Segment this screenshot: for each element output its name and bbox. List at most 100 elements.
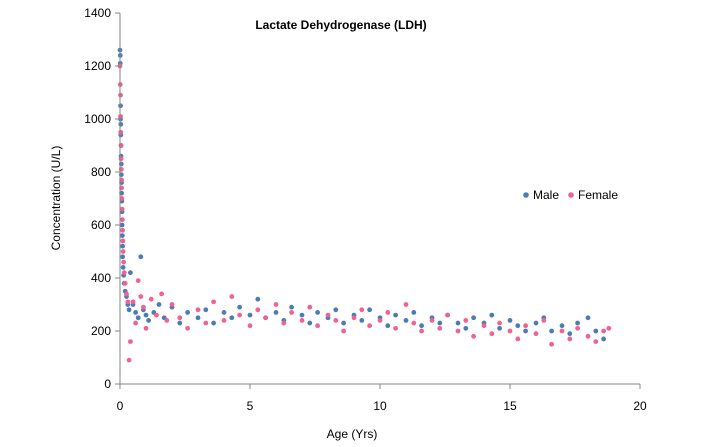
data-point-female (135, 278, 141, 284)
data-point-male (411, 310, 417, 315)
data-point-male (341, 320, 346, 326)
data-point-male (567, 331, 573, 337)
data-point-male (237, 304, 243, 310)
data-point-male (229, 315, 235, 321)
data-point-female (429, 318, 435, 323)
data-point-female (273, 302, 279, 307)
data-point-female (385, 310, 391, 315)
y-tick-label: 1200 (84, 59, 111, 73)
data-point-female (120, 227, 125, 233)
data-point-male (156, 302, 162, 307)
data-point-female (299, 318, 305, 323)
data-point-male (549, 328, 554, 334)
y-tick-label: 400 (91, 271, 111, 285)
y-tick-label: 0 (104, 377, 111, 391)
data-point-female (567, 336, 573, 342)
data-point-male (185, 310, 191, 315)
x-tick-label: 10 (373, 399, 387, 413)
data-point-female (133, 320, 139, 326)
data-point-female (393, 325, 398, 331)
data-point-male (419, 323, 424, 329)
data-point-female (203, 320, 209, 326)
data-point-female (437, 325, 443, 331)
data-point-male (127, 270, 133, 276)
data-point-male (195, 315, 201, 321)
data-point-female (255, 307, 261, 313)
data-point-female (507, 328, 513, 334)
axes: 0 200 400 600 800 1000 1200 1400 0 5 10 15 20 (84, 6, 647, 413)
data-point-female (307, 304, 313, 310)
data-point-male (307, 320, 313, 326)
y-tick-label: 600 (91, 218, 111, 232)
y-tick-label: 1000 (84, 112, 111, 126)
data-point-female (125, 299, 131, 305)
data-point-female (315, 323, 320, 329)
data-point-female (148, 296, 154, 302)
plot-points (117, 47, 612, 363)
y-axis-title: Concentration (U/L) (49, 146, 63, 251)
data-point-female (585, 333, 591, 339)
data-point-female (177, 315, 183, 321)
x-tick-label: 15 (503, 399, 517, 413)
data-point-female (606, 325, 612, 331)
data-point-male (118, 103, 123, 109)
legend-label-male: Male (533, 188, 559, 202)
data-point-female (281, 320, 287, 326)
legend: Male Female (523, 188, 618, 202)
data-point-male (463, 325, 469, 331)
data-point-female (411, 320, 417, 326)
data-point-female (121, 259, 127, 265)
data-point-female (351, 315, 357, 321)
data-point-female (164, 318, 170, 323)
data-point-male (126, 307, 132, 313)
data-point-female (138, 294, 144, 299)
data-point-female (124, 291, 129, 297)
data-point-female (122, 280, 128, 286)
data-point-female (289, 310, 294, 315)
data-point-female (211, 299, 217, 305)
data-point-male (143, 312, 149, 318)
data-point-male (359, 318, 365, 323)
data-point-male (273, 310, 279, 315)
data-point-male (333, 307, 339, 313)
data-point-female (463, 318, 469, 323)
data-point-female (229, 294, 235, 299)
data-point-male (255, 296, 261, 302)
data-point-male (471, 315, 476, 321)
data-point-male (497, 325, 502, 331)
y-tick-label: 1400 (84, 6, 111, 20)
data-point-male (523, 328, 528, 334)
legend-marker-male (523, 192, 529, 198)
data-point-male (133, 310, 139, 315)
y-tick-label: 800 (91, 165, 111, 179)
data-point-male (118, 121, 124, 127)
data-point-female (118, 113, 123, 119)
data-point-female (471, 333, 476, 339)
data-point-female (118, 92, 123, 98)
y-tick-label: 200 (91, 324, 111, 338)
data-point-female (549, 341, 554, 347)
x-axis-title: Age (Yrs) (327, 427, 378, 441)
data-point-female (341, 328, 346, 334)
data-point-female (119, 196, 125, 201)
data-point-female (247, 323, 253, 329)
data-point-female (120, 238, 126, 244)
data-point-male (367, 307, 372, 313)
data-point-female (118, 143, 124, 148)
data-point-female (195, 307, 201, 313)
data-point-female (169, 302, 175, 307)
data-point-male (120, 265, 126, 270)
chart-title: Lactate Dehydrogenase (LDH) (255, 18, 426, 32)
data-point-male (515, 323, 521, 329)
data-point-female (515, 336, 521, 342)
data-point-female (559, 328, 565, 334)
data-point-female (481, 323, 487, 329)
legend-marker-female (568, 192, 574, 198)
x-tick-label: 5 (247, 399, 254, 413)
data-point-female (141, 304, 146, 310)
data-point-male (601, 336, 606, 342)
data-point-male (247, 312, 253, 318)
data-point-female (497, 320, 502, 326)
data-point-female (121, 270, 127, 276)
